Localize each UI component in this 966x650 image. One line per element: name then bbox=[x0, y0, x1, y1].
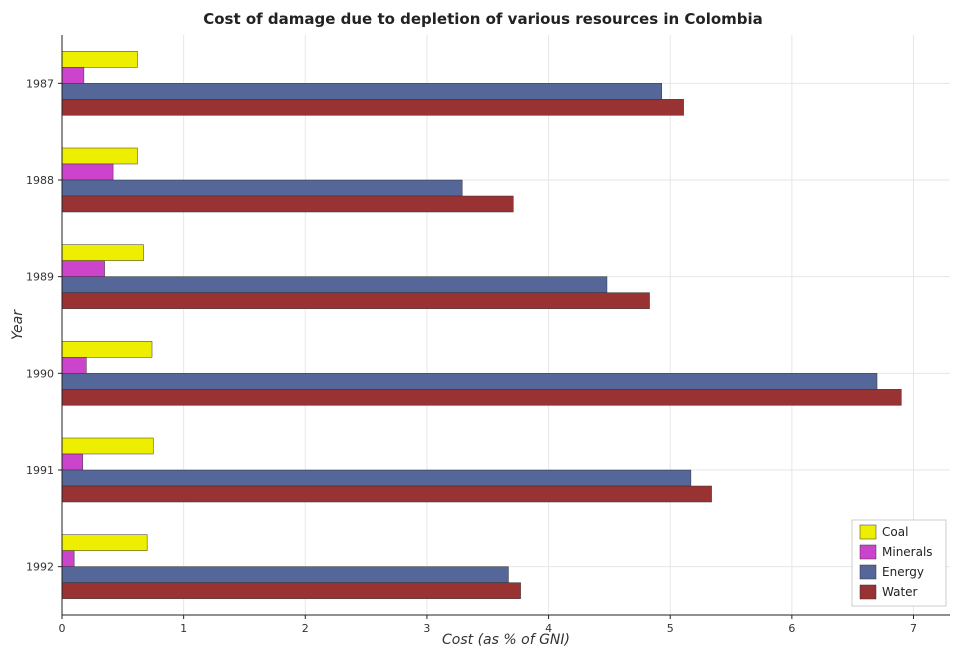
bar-water-1991 bbox=[61, 485, 712, 503]
bar-energy-1989 bbox=[61, 276, 608, 293]
axes: 0 1 2 3 4 5 6 7 1987 1988 1989 1990 1991 1992 bbox=[26, 35, 950, 635]
bar-energy-1990 bbox=[61, 373, 878, 390]
x-tick-label: 5 bbox=[667, 622, 674, 635]
bar-energy-1987 bbox=[61, 83, 662, 100]
legend-label-coal: Coal bbox=[882, 525, 908, 539]
bar-minerals-1990 bbox=[61, 357, 87, 374]
x-tick-label: 0 bbox=[59, 622, 66, 635]
bar-minerals-1987 bbox=[61, 67, 85, 84]
y-tick-label: 1992 bbox=[26, 561, 54, 574]
bar-energy-1992 bbox=[61, 566, 509, 583]
bar-coal-1991 bbox=[61, 437, 154, 455]
bar-coal-1987 bbox=[61, 51, 138, 68]
legend-label-energy: Energy bbox=[882, 565, 924, 579]
bars bbox=[61, 51, 902, 599]
legend-swatch-water bbox=[859, 584, 877, 600]
bar-coal-1990 bbox=[61, 341, 153, 358]
grid bbox=[61, 35, 950, 615]
bar-coal-1989 bbox=[61, 244, 144, 261]
x-tick-label: 7 bbox=[910, 622, 917, 635]
y-tick-label: 1988 bbox=[26, 174, 54, 187]
bar-water-1988 bbox=[61, 195, 514, 213]
x-tick-label: 4 bbox=[545, 622, 552, 635]
bar-minerals-1988 bbox=[61, 163, 114, 181]
y-tick-label: 1990 bbox=[26, 367, 54, 380]
legend: Coal Minerals Energy Water bbox=[851, 519, 947, 607]
bar-minerals-1991 bbox=[61, 453, 83, 471]
legend-swatch-coal bbox=[859, 524, 877, 540]
bar-water-1989 bbox=[61, 292, 650, 309]
legend-label-minerals: Minerals bbox=[882, 545, 933, 559]
bar-energy-1988 bbox=[61, 179, 463, 197]
y-tick-label: 1987 bbox=[26, 77, 54, 90]
x-axis-label: Cost (as % of GNI) bbox=[442, 632, 570, 648]
bar-energy-1991 bbox=[61, 469, 692, 487]
bar-water-1992 bbox=[61, 582, 521, 599]
x-tick-label: 6 bbox=[788, 622, 795, 635]
bar-coal-1988 bbox=[61, 147, 138, 165]
bar-minerals-1989 bbox=[61, 260, 105, 277]
y-tick-label: 1989 bbox=[26, 271, 54, 284]
legend-swatch-minerals bbox=[859, 544, 877, 560]
legend-swatch-energy bbox=[859, 564, 877, 580]
x-tick-label: 1 bbox=[180, 622, 187, 635]
bar-water-1987 bbox=[61, 99, 684, 116]
bar-minerals-1992 bbox=[61, 550, 75, 567]
x-tick-label: 3 bbox=[423, 622, 430, 635]
bar-coal-1992 bbox=[61, 534, 148, 551]
legend-label-water: Water bbox=[882, 585, 918, 599]
y-axis-label: Year bbox=[10, 309, 26, 340]
bar-water-1990 bbox=[61, 389, 902, 406]
y-tick-label: 1991 bbox=[26, 464, 54, 477]
chart-title: Cost of damage due to depletion of vario… bbox=[203, 10, 763, 28]
x-tick-label: 2 bbox=[302, 622, 309, 635]
